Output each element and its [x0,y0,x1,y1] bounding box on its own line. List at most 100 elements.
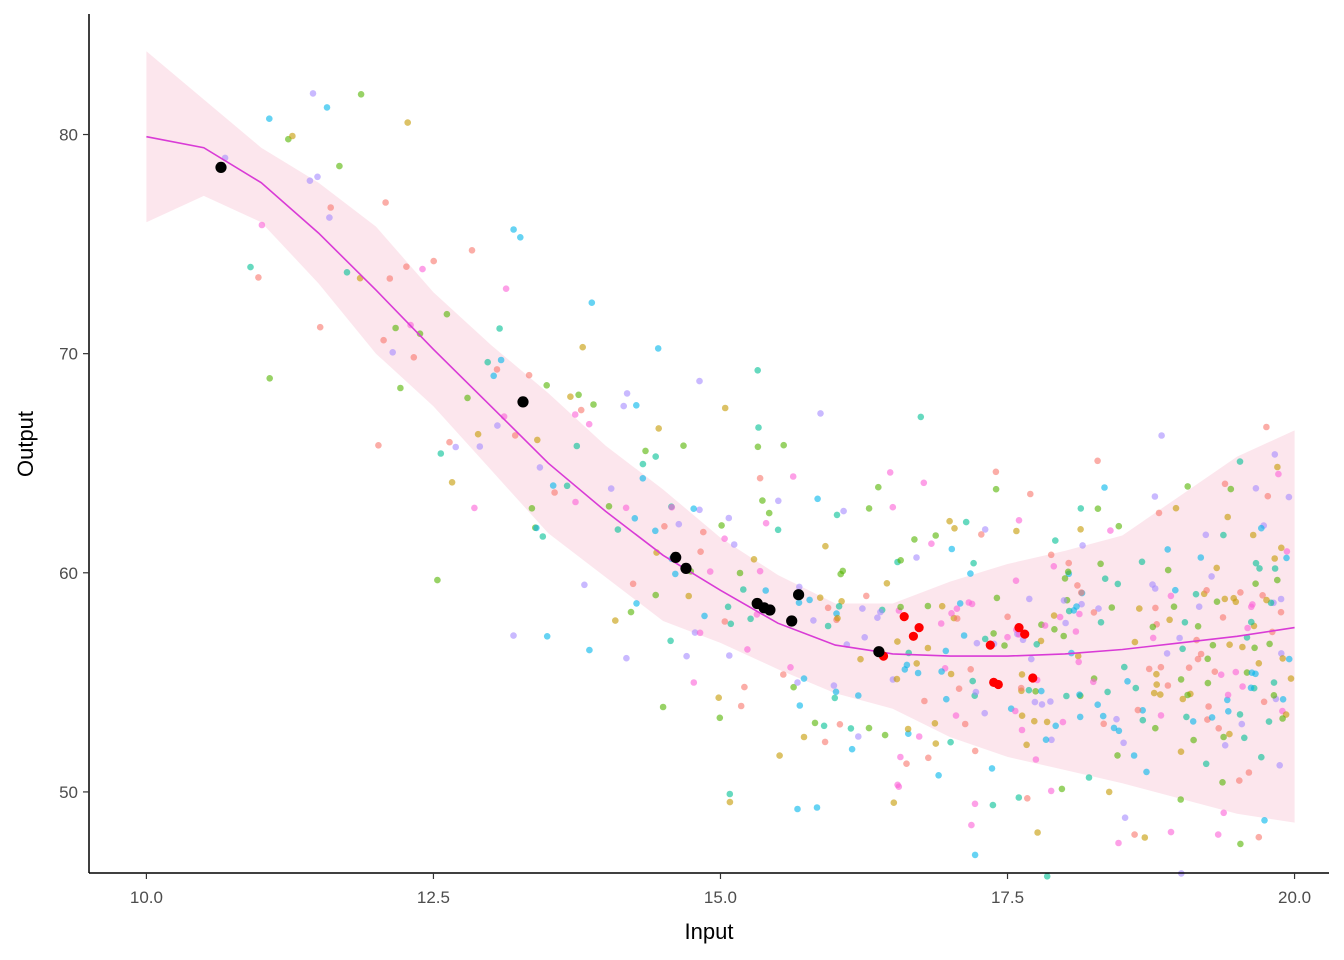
highlight-point-black [786,615,798,627]
scatter-point [700,528,707,536]
scatter-point [397,384,404,392]
scatter-point [1104,688,1111,696]
scatter-point [794,679,801,686]
scatter-point [661,523,668,530]
scatter-point [1097,560,1104,568]
scatter-point [655,425,662,432]
scatter-point [789,473,797,480]
scatter-point [690,505,697,512]
scatter-point [889,503,897,511]
scatter-point [1208,714,1216,721]
scatter-point [1221,742,1229,749]
scatter-point [1224,513,1231,521]
scatter-point [1032,756,1040,763]
scatter-point [1121,663,1128,671]
y-tick-label: 50 [59,783,78,802]
scatter-point [1031,698,1039,706]
scatter-point [386,275,394,282]
scatter-point [715,694,722,701]
scatter-point [1094,701,1101,708]
scatter-point [1108,604,1116,611]
scatter-point [737,702,745,710]
scatter-point [1194,623,1202,630]
scatter-point [543,382,550,389]
scatter-point [1185,664,1193,671]
scatter-point [727,620,735,628]
scatter-point [389,349,397,356]
scatter-point [1033,641,1040,648]
scatter-point [452,443,460,451]
scatter-point [1209,641,1217,649]
scatter-point [721,535,728,542]
scatter-point [1270,679,1278,686]
highlight-point-black [670,551,682,564]
scatter-point [1189,718,1197,725]
scatter-point [1072,628,1080,635]
highlight-point-black [215,161,227,173]
scatter-point [1220,733,1227,741]
scatter-point [1220,531,1227,539]
scatter-point [913,554,920,561]
scatter-point [1176,634,1183,642]
scatter-point [1277,595,1285,603]
scatter-point [971,851,979,859]
scatter-point [776,752,783,759]
scatter-point [528,505,536,512]
scatter-point [1032,688,1039,695]
scatter-point [1031,717,1038,725]
axes-layer [88,14,1329,874]
scatter-point [989,801,997,809]
scatter-point [1079,542,1086,549]
scatter-point [1114,580,1122,588]
scatter-point [754,443,762,451]
scatter-point [814,495,821,503]
scatter-point [1203,587,1210,594]
scatter-point [726,790,734,798]
scatter-point [327,204,335,211]
scatter-point [726,798,734,806]
scatter-point [1094,505,1102,512]
scatter-point [832,688,840,696]
scatter-point [1050,612,1058,619]
scatter-point [1077,505,1085,512]
x-tick-label: 17.5 [991,888,1024,907]
highlight-point-red [1020,629,1030,639]
scatter-point [847,725,855,732]
scatter-point [1132,684,1140,692]
confidence-ribbon-layer [146,51,1295,823]
scatter-point [948,545,956,553]
scatter-point [1047,787,1055,795]
scatter-point [1271,451,1279,458]
scatter-point [1177,748,1185,755]
scatter-point [590,401,597,408]
scatter-point [1258,524,1265,532]
scatter-point [476,443,484,450]
scatter-point [865,505,873,512]
scatter-point [543,633,551,640]
scatter-point [1279,715,1286,722]
scatter-point [1236,458,1244,465]
scatter-point [434,576,441,584]
scatter-point [496,325,503,332]
scatter-point [323,104,331,111]
scatter-point [725,514,733,522]
scatter-point [1024,795,1031,802]
scatter-point [1213,564,1220,572]
scatter-point [894,638,901,645]
scatter-point [1204,679,1212,687]
scatter-point [822,542,829,550]
scatter-point [1152,604,1159,612]
scatter-point [1158,432,1165,439]
scatter-point [448,479,456,486]
scatter-point [978,531,985,538]
scatter-point [382,199,389,206]
scatter-point [1252,559,1260,567]
scatter-point [744,646,751,653]
scatter-point [721,618,729,625]
scatter-point [816,594,824,601]
scatter-point [419,265,426,273]
scatter-point [1279,655,1286,662]
scatter-point [848,745,856,753]
x-axis-title: Input [685,919,734,944]
scatter-point [1255,833,1263,841]
